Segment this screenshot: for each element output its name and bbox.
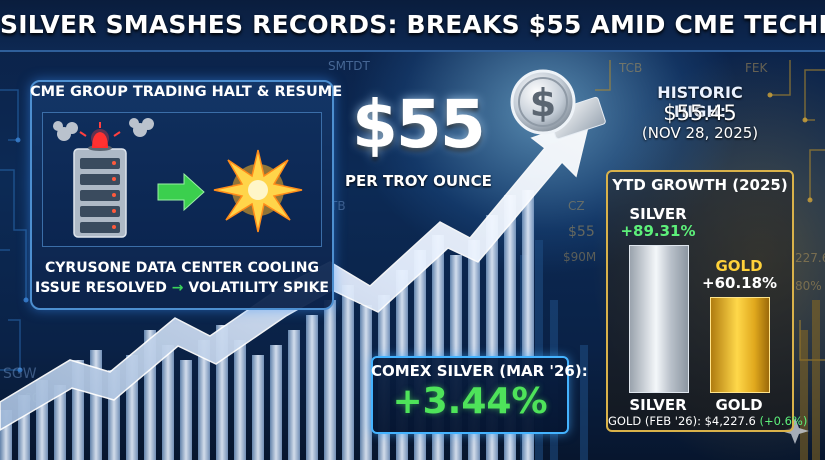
silver-bar-value: +89.31% — [620, 222, 696, 240]
historic-high-date: (NOV 28, 2025) — [641, 124, 759, 142]
ticker-1: SMTDT — [328, 59, 371, 73]
gold-futures-price: GOLD (FEB '26): $4,227.6 — [608, 414, 756, 428]
comex-panel — [371, 356, 569, 434]
right-arrow-icon: → — [171, 280, 184, 296]
ticker-9: 80% — [795, 279, 822, 293]
gold-bar-value: +60.18% — [702, 274, 778, 292]
cme-panel-title: CME GROUP TRADING HALT & RESUME — [30, 84, 343, 100]
ticker-3: FEK — [745, 61, 768, 75]
title-bar — [0, 0, 825, 52]
gold-bar-label: GOLD — [715, 257, 763, 275]
comex-value: +3.44% — [392, 381, 548, 422]
ticker-6: $90M — [563, 250, 596, 264]
ticker-2: TCB — [618, 61, 642, 75]
historic-high-label: HISTORIC HIGH: — [657, 83, 743, 121]
historic-high-value: $55.45 — [663, 101, 737, 125]
cme-panel-caption: CYRUSONE DATA CENTER COOLING ISSUE RESOL… — [30, 258, 334, 298]
silver-coin-icon — [510, 69, 606, 140]
sparkle-icon — [781, 418, 809, 444]
circuit-lines-left — [0, 89, 27, 371]
gold-futures-note: GOLD (FEB '26): $4,227.6 (+0.6%) — [608, 414, 807, 428]
ticker-8: 227.6 — [795, 251, 825, 265]
silver-axis-label: SILVER — [629, 396, 687, 414]
cme-illustration-frame — [42, 112, 322, 247]
silver-bar-label: SILVER — [629, 205, 687, 223]
rising-arrow — [0, 116, 592, 431]
ticker-5: $55 — [568, 224, 595, 240]
gold-axis-label: GOLD — [715, 396, 763, 414]
cme-caption-line-1: CYRUSONE DATA CENTER COOLING — [45, 260, 319, 276]
price-value: $55 — [352, 86, 486, 163]
comex-label: COMEX SILVER (MAR '26): — [371, 362, 588, 380]
cme-caption-resolved: ISSUE RESOLVED — [35, 280, 167, 296]
gold-futures-change: (+0.6%) — [759, 414, 808, 428]
ticker-4: CZ — [568, 199, 585, 213]
ticker-10: SGW — [3, 366, 37, 382]
cme-caption-line-2: ISSUE RESOLVED → VOLATILITY SPIKE — [30, 278, 334, 298]
silver-bar — [629, 245, 689, 393]
gold-bar — [710, 297, 770, 393]
price-unit: PER TROY OUNCE — [345, 172, 492, 190]
headline: SILVER SMASHES RECORDS: BREAKS $55 AMID … — [0, 10, 825, 39]
ytd-panel-title: YTD GROWTH (2025) — [612, 176, 788, 194]
cme-caption-volatility: VOLATILITY SPIKE — [188, 280, 329, 296]
